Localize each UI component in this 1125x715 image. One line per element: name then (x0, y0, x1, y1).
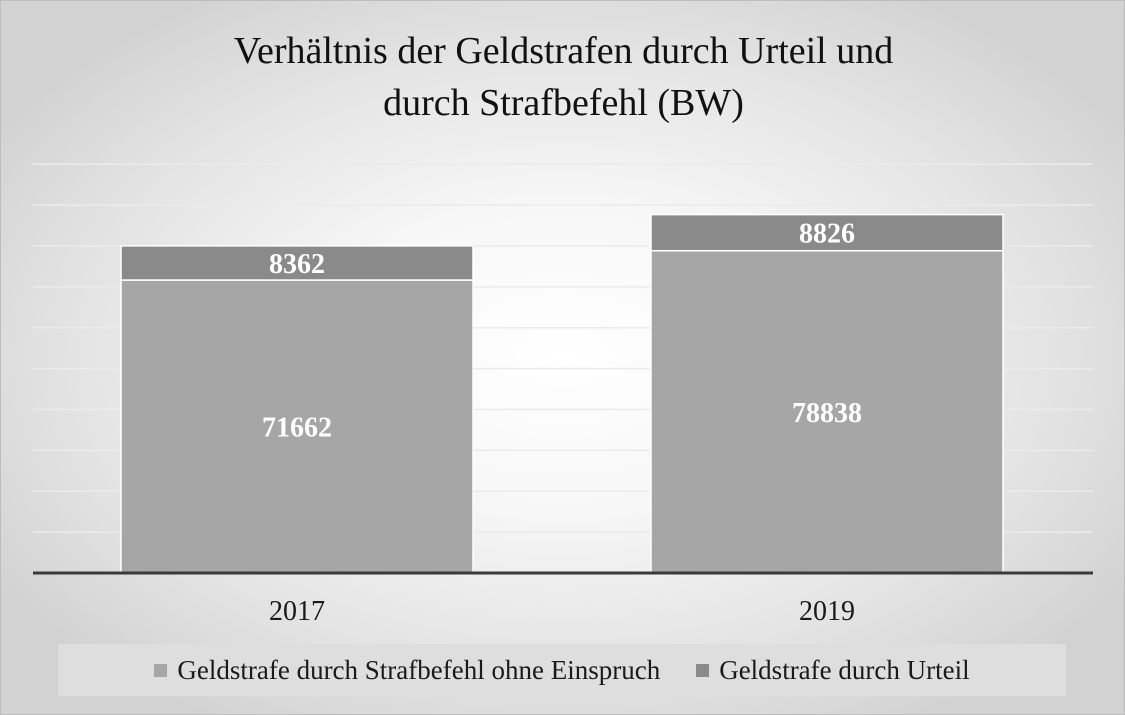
legend-swatch-urteil (696, 663, 710, 677)
data-label-2017-series-0: 71662 (262, 413, 332, 444)
bar-segment-2019-series-0 (650, 249, 1004, 574)
x-tick-label-2019: 2019 (799, 596, 855, 627)
legend-label-urteil: Geldstrafe durch Urteil (719, 654, 970, 685)
legend-label-strafbefehl: Geldstrafe durch Strafbefehl ohne Einspr… (177, 654, 661, 685)
data-label-2019-series-1: 8826 (799, 219, 855, 250)
legend-item-urteil: Geldstrafe durch Urteil (696, 654, 970, 686)
data-label-2019-series-0: 78838 (792, 398, 862, 429)
chart-title: Verhältnis der Geldstrafen durch Urteil … (1, 25, 1124, 129)
chart-title-line-1: Verhältnis der Geldstrafen durch Urteil … (233, 30, 894, 72)
x-tick-label-2017: 2017 (269, 596, 325, 627)
bar-segment-2019-series-1 (650, 213, 1004, 252)
chart-title-line-2: durch Strafbefehl (BW) (383, 82, 744, 124)
bar-segment-2017-series-1 (120, 245, 474, 281)
legend-swatch-strafbefehl (154, 663, 168, 677)
data-label-2017-series-1: 8362 (269, 249, 325, 280)
legend: Geldstrafe durch Strafbefehl ohne Einspr… (58, 644, 1066, 696)
legend-item-strafbefehl: Geldstrafe durch Strafbefehl ohne Einspr… (154, 655, 660, 686)
bar-segment-2017-series-0 (120, 279, 474, 574)
